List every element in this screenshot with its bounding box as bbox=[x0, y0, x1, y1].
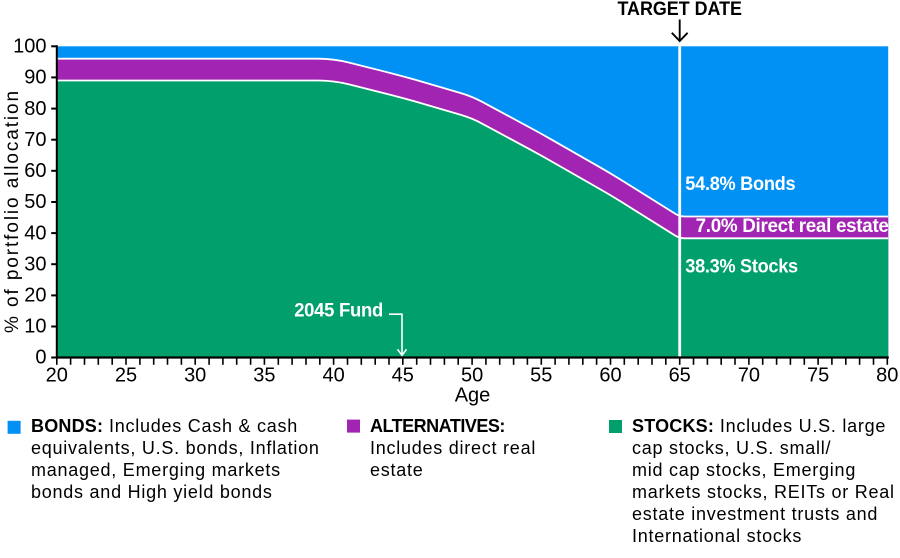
svg-text:45: 45 bbox=[392, 365, 414, 387]
svg-text:BONDS: Includes Cash & cash: BONDS: Includes Cash & cash bbox=[31, 416, 298, 436]
svg-text:STOCKS: Includes U.S. large: STOCKS: Includes U.S. large bbox=[632, 416, 886, 436]
svg-text:90: 90 bbox=[24, 67, 46, 89]
svg-text:estate investment trusts and: estate investment trusts and bbox=[632, 504, 878, 524]
svg-text:100: 100 bbox=[13, 36, 46, 58]
svg-text:mid cap stocks, Emerging: mid cap stocks, Emerging bbox=[632, 460, 856, 480]
svg-text:markets stocks, REITs or Real: markets stocks, REITs or Real bbox=[632, 482, 895, 502]
svg-text:55: 55 bbox=[530, 365, 552, 387]
svg-text:25: 25 bbox=[115, 365, 137, 387]
svg-text:7.0% Direct real estate: 7.0% Direct real estate bbox=[696, 216, 889, 237]
svg-text:ALTERNATIVES:: ALTERNATIVES: bbox=[370, 416, 505, 436]
svg-text:20: 20 bbox=[46, 365, 68, 387]
svg-text:54.8% Bonds: 54.8% Bonds bbox=[685, 174, 795, 195]
svg-text:75: 75 bbox=[807, 365, 829, 387]
svg-text:50: 50 bbox=[24, 191, 46, 213]
svg-text:0: 0 bbox=[35, 347, 46, 369]
svg-text:20: 20 bbox=[24, 285, 46, 307]
svg-text:30: 30 bbox=[184, 365, 206, 387]
svg-text:10: 10 bbox=[24, 316, 46, 338]
svg-text:estate: estate bbox=[370, 460, 424, 480]
svg-text:cap stocks, U.S. small/: cap stocks, U.S. small/ bbox=[632, 438, 831, 458]
svg-text:International stocks: International stocks bbox=[632, 526, 802, 546]
svg-text:80: 80 bbox=[876, 365, 898, 387]
svg-text:Age: Age bbox=[455, 384, 491, 406]
svg-text:managed, Emerging markets: managed, Emerging markets bbox=[31, 460, 281, 480]
svg-text:80: 80 bbox=[24, 98, 46, 120]
svg-text:2045 Fund: 2045 Fund bbox=[294, 300, 383, 321]
svg-text:60: 60 bbox=[599, 365, 621, 387]
svg-text:Includes direct real: Includes direct real bbox=[370, 438, 536, 458]
svg-text:35: 35 bbox=[253, 365, 275, 387]
svg-text:38.3% Stocks: 38.3% Stocks bbox=[685, 256, 798, 277]
svg-text:TARGET DATE: TARGET DATE bbox=[617, 0, 742, 20]
svg-text:bonds and High yield bonds: bonds and High yield bonds bbox=[31, 482, 273, 502]
svg-text:40: 40 bbox=[24, 222, 46, 244]
svg-text:equivalents, U.S. bonds, Infla: equivalents, U.S. bonds, Inflation bbox=[31, 438, 320, 458]
svg-text:70: 70 bbox=[738, 365, 760, 387]
svg-text:40: 40 bbox=[322, 365, 344, 387]
svg-text:70: 70 bbox=[24, 129, 46, 151]
svg-text:60: 60 bbox=[24, 160, 46, 182]
svg-text:65: 65 bbox=[669, 365, 691, 387]
svg-text:30: 30 bbox=[24, 253, 46, 275]
svg-text:% of portfolio allocation: % of portfolio allocation bbox=[2, 89, 23, 333]
svg-text:50: 50 bbox=[461, 365, 483, 387]
